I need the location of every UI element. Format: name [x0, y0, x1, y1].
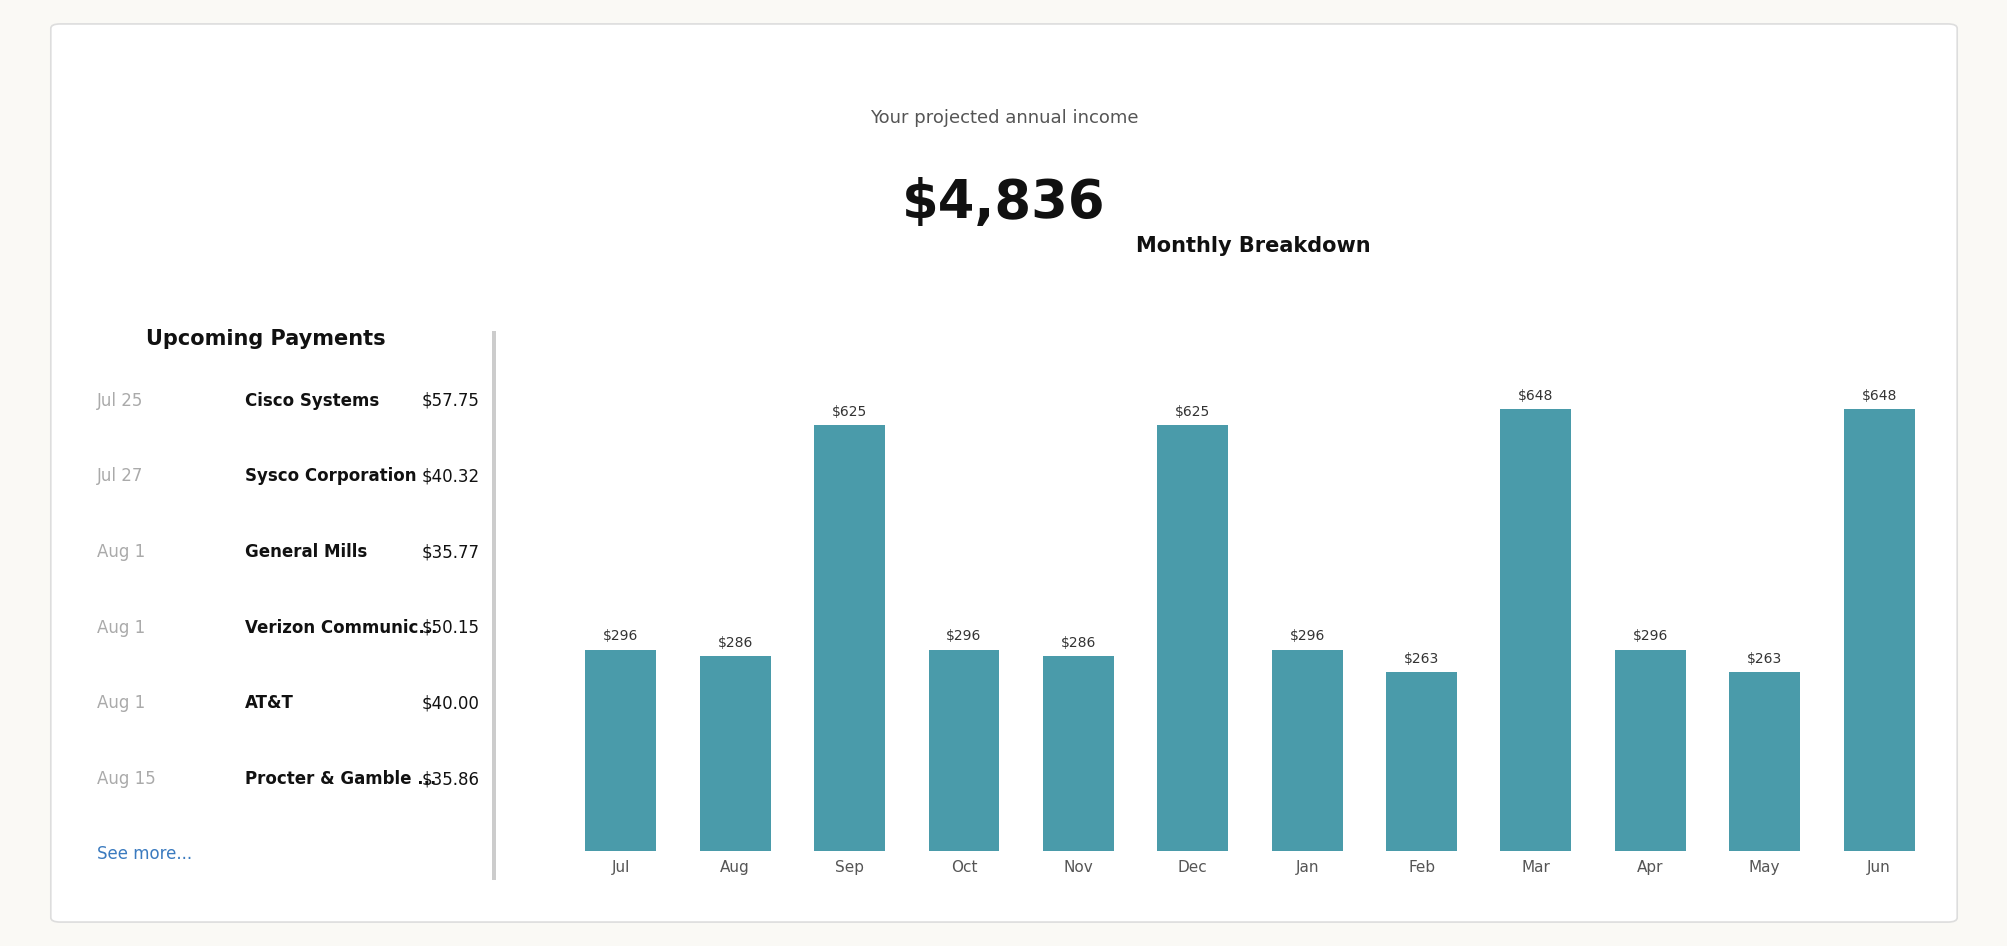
- Text: $35.86: $35.86: [421, 770, 480, 788]
- Text: $40.00: $40.00: [421, 694, 480, 712]
- Text: General Mills: General Mills: [245, 543, 367, 561]
- Text: $625: $625: [1174, 405, 1210, 419]
- Text: Aug 1: Aug 1: [96, 619, 145, 637]
- Bar: [698, 657, 771, 851]
- FancyBboxPatch shape: [50, 24, 1957, 922]
- Text: $263: $263: [1746, 652, 1782, 666]
- Text: $50.15: $50.15: [421, 619, 480, 637]
- Text: See more...: See more...: [96, 845, 193, 863]
- Text: $296: $296: [1632, 629, 1668, 643]
- Bar: [1842, 410, 1913, 851]
- Text: Jul 27: Jul 27: [96, 467, 142, 485]
- Text: Aug 15: Aug 15: [96, 770, 155, 788]
- Text: Sysco Corporation: Sysco Corporation: [245, 467, 415, 485]
- Text: $57.75: $57.75: [421, 392, 480, 410]
- Text: Jul 25: Jul 25: [96, 392, 142, 410]
- Text: Cisco Systems: Cisco Systems: [245, 392, 379, 410]
- Text: Aug 1: Aug 1: [96, 694, 145, 712]
- Bar: [1728, 672, 1800, 851]
- Text: $4,836: $4,836: [901, 178, 1106, 229]
- Bar: [1156, 425, 1228, 851]
- Text: Your projected annual income: Your projected annual income: [869, 109, 1138, 128]
- Text: $296: $296: [602, 629, 638, 643]
- Text: $40.32: $40.32: [421, 467, 480, 485]
- Text: AT&T: AT&T: [245, 694, 293, 712]
- Bar: [927, 650, 999, 851]
- Text: $286: $286: [1060, 637, 1096, 650]
- Bar: [1385, 672, 1457, 851]
- Text: $296: $296: [945, 629, 981, 643]
- Text: Upcoming Payments: Upcoming Payments: [147, 329, 385, 349]
- Bar: [1270, 650, 1343, 851]
- Bar: [813, 425, 885, 851]
- Text: $625: $625: [831, 405, 867, 419]
- Bar: [1042, 657, 1114, 851]
- Text: $263: $263: [1403, 652, 1439, 666]
- Text: $35.77: $35.77: [421, 543, 480, 561]
- Text: $648: $648: [1860, 389, 1897, 403]
- Bar: [1499, 410, 1571, 851]
- Text: Verizon Communic...: Verizon Communic...: [245, 619, 438, 637]
- Bar: [1614, 650, 1686, 851]
- Text: $648: $648: [1517, 389, 1553, 403]
- Text: $286: $286: [716, 637, 753, 650]
- Text: Monthly Breakdown: Monthly Breakdown: [1136, 236, 1369, 256]
- Bar: [586, 650, 656, 851]
- Text: Procter & Gamble ...: Procter & Gamble ...: [245, 770, 436, 788]
- Text: Aug 1: Aug 1: [96, 543, 145, 561]
- Text: $296: $296: [1288, 629, 1325, 643]
